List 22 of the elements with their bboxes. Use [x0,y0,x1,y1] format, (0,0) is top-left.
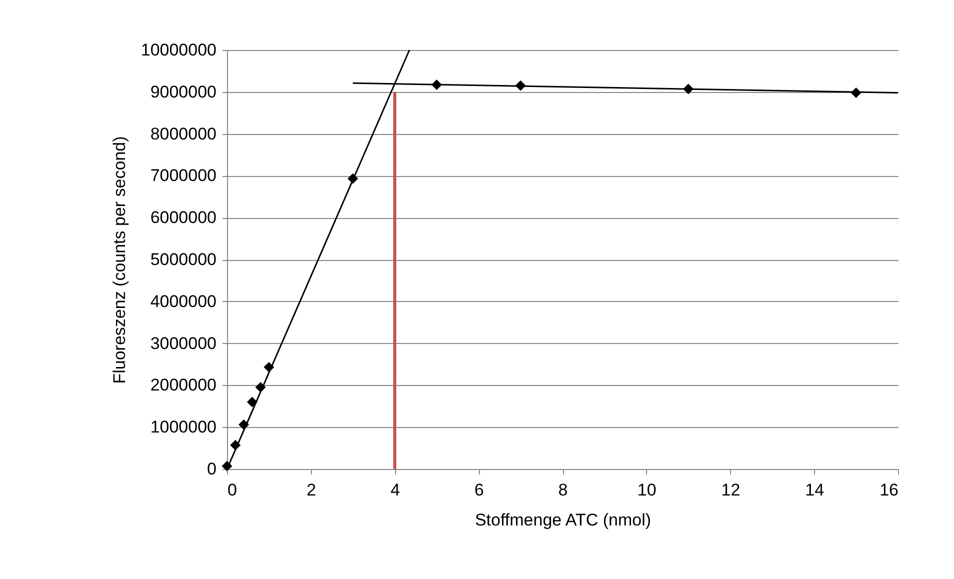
x-tick-label: 10 [637,480,656,500]
y-axis-title: Fluoreszenz (counts per second) [110,136,129,384]
y-tick-label: 5000000 [150,250,216,269]
y-tick-label: 7000000 [150,166,216,186]
x-tick-label: 4 [390,480,400,500]
x-tick-label: 2 [306,480,316,500]
y-tick-label: 10000000 [140,40,216,60]
x-tick-label: 8 [558,480,568,500]
y-tick-label: 0 [207,460,216,478]
y-tick-label: 1000000 [150,418,216,437]
y-tick-label: 4000000 [150,292,216,311]
y-tick-label: 9000000 [150,82,216,102]
y-tick-label: 3000000 [150,334,216,353]
x-tick-label: 16 [880,480,898,500]
y-tick-label: 6000000 [150,208,216,228]
x-tick-label: 6 [474,480,484,500]
y-tick-label: 2000000 [150,376,216,395]
y-tick-label: 8000000 [150,124,216,144]
x-tick-label: 12 [721,480,740,500]
x-axis-title: Stoffmenge ATC (nmol) [474,510,652,530]
x-tick-label: 0 [228,480,237,500]
x-tick-label: 14 [805,480,824,500]
